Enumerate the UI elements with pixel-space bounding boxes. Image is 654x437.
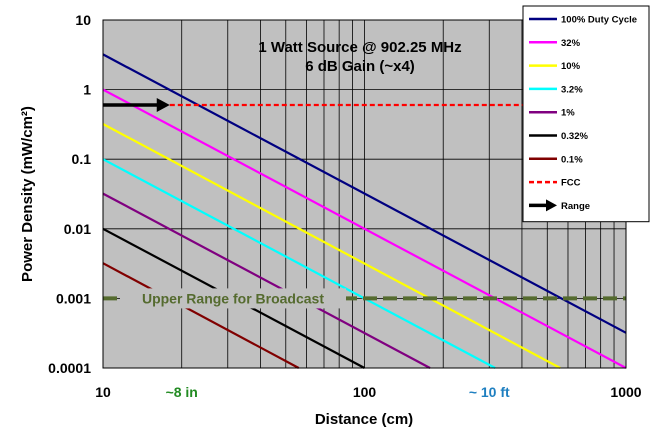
annotation-label: ~ 10 ft xyxy=(469,384,510,400)
x-tick-label: 10 xyxy=(95,384,111,400)
y-tick-label: 0.01 xyxy=(64,221,91,237)
y-tick-label: 1 xyxy=(83,82,91,98)
broadcast-label: Upper Range for Broadcast xyxy=(142,290,324,306)
series-line xyxy=(102,262,300,369)
legend-label: 1% xyxy=(561,108,575,119)
x-tick-label: 1000 xyxy=(610,384,641,400)
legend-label: 0.32% xyxy=(561,131,588,142)
legend-label: Range xyxy=(561,201,590,212)
legend-label: 10% xyxy=(561,61,581,72)
range-arrow-head xyxy=(156,98,170,113)
chart-title-line1: 1 Watt Source @ 902.25 MHz xyxy=(258,39,461,56)
chart-title-line2: 6 dB Gain (~x4) xyxy=(305,58,415,75)
legend-box xyxy=(522,5,650,223)
annotation-label: ~8 in xyxy=(166,384,198,400)
legend: 100% Duty Cycle 32% 10% 3.2% 1% 0.32% 0.1% FCC R… xyxy=(522,5,650,223)
series-line xyxy=(102,158,496,369)
legend-label: 100% Duty Cycle xyxy=(561,15,637,26)
legend-label: 0.1% xyxy=(561,154,583,165)
x-tick-label: 100 xyxy=(353,384,377,400)
series-line xyxy=(102,53,627,334)
annotations: ~8 in ~ 10 ft xyxy=(166,384,510,400)
legend-label: 32% xyxy=(561,38,581,49)
broadcast-label-background xyxy=(120,288,346,309)
x-axis-label: Distance (cm) xyxy=(315,411,413,428)
series-line xyxy=(102,123,561,369)
legend-swatch-arrowhead xyxy=(546,199,557,212)
y-tick-label: 0.0001 xyxy=(48,360,91,376)
series-line xyxy=(102,192,431,369)
legend-label: FCC xyxy=(561,178,581,189)
legend-label: 3.2% xyxy=(561,84,583,95)
y-tick-label: 10 xyxy=(75,12,91,28)
y-tick-label: 0.001 xyxy=(56,290,91,306)
broadcast-layer: Upper Range for Broadcast xyxy=(103,288,626,309)
y-axis-label: Power Density (mW/cm²) xyxy=(19,106,36,282)
y-tick-label: 0.1 xyxy=(72,151,92,167)
series-line xyxy=(102,88,627,369)
